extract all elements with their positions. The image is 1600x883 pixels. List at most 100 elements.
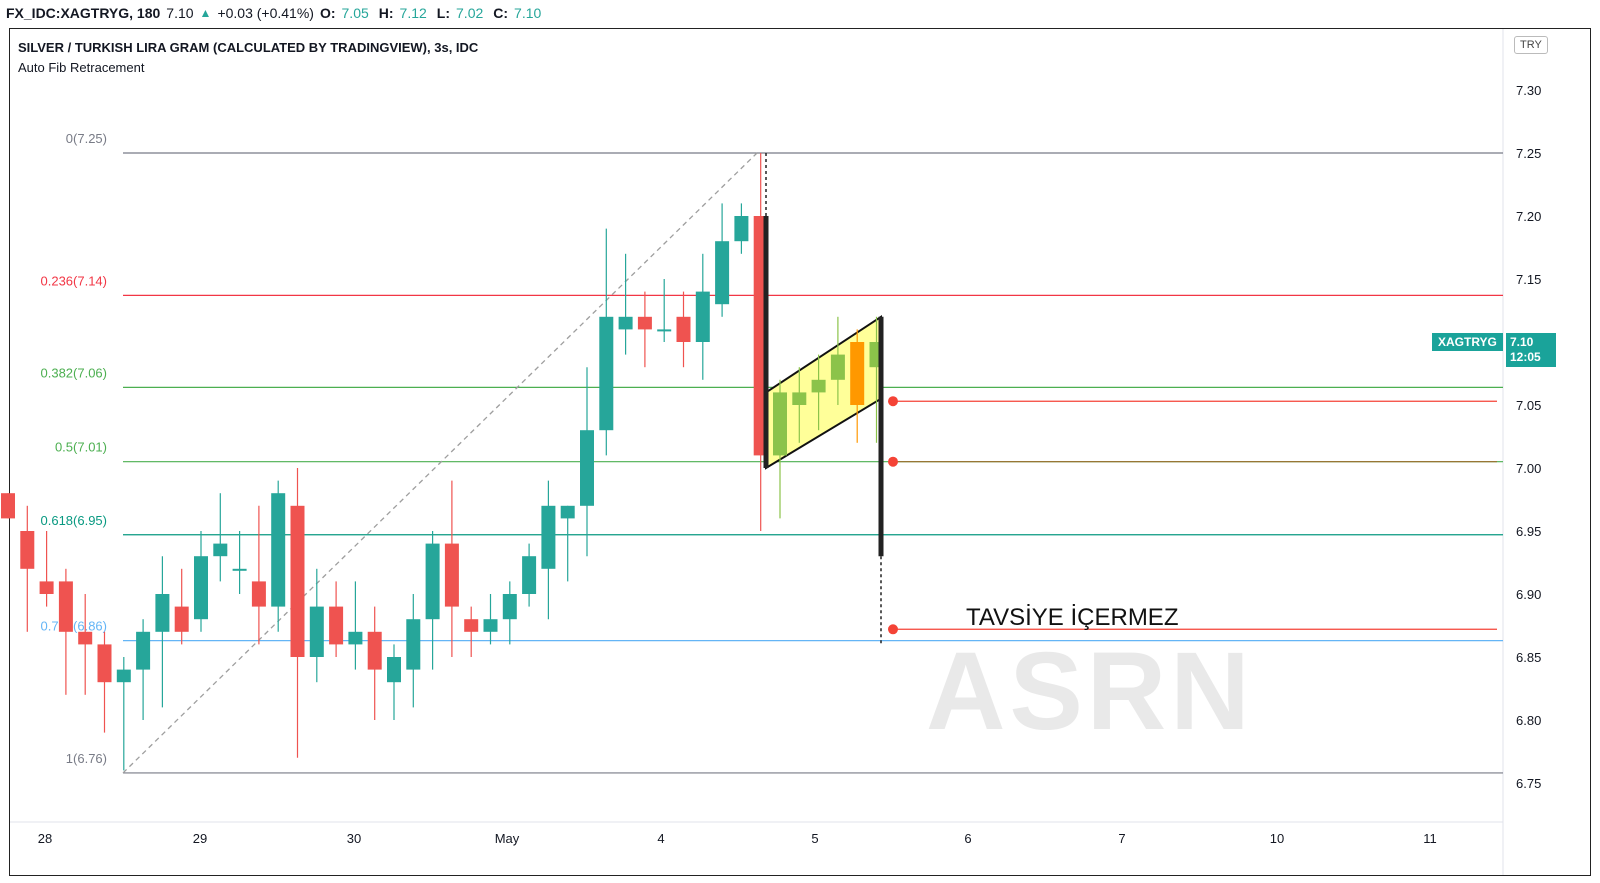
candle-body bbox=[773, 392, 787, 456]
candle-body bbox=[116, 669, 131, 683]
close-label: C: bbox=[493, 5, 509, 21]
watermark-text: ASRN bbox=[926, 630, 1254, 753]
y-tick-label: 7.30 bbox=[1516, 83, 1541, 98]
disclaimer-note: TAVSİYE İÇERMEZ bbox=[966, 604, 1179, 631]
candle-body bbox=[483, 619, 498, 632]
candle-body bbox=[58, 581, 73, 632]
fib-level-label: 0.5(7.01) bbox=[55, 440, 107, 455]
x-tick-label: 28 bbox=[38, 831, 52, 846]
fib-level-label: 0.786(6.86) bbox=[41, 619, 108, 634]
candle-body bbox=[560, 505, 575, 519]
last-price: 7.10 bbox=[166, 5, 194, 21]
x-tick-label: May bbox=[495, 831, 520, 846]
open-label: O: bbox=[319, 5, 336, 21]
current-price-value: 7.10 bbox=[1510, 335, 1534, 349]
fib-level-label: 0.236(7.14) bbox=[41, 273, 108, 288]
high-value: 7.12 bbox=[399, 5, 427, 21]
candle-body bbox=[329, 606, 344, 645]
y-tick-label: 6.90 bbox=[1516, 587, 1541, 602]
y-tick-label: 6.85 bbox=[1516, 650, 1541, 665]
candle-body bbox=[136, 631, 151, 670]
fib-level-label: 0.618(6.95) bbox=[41, 513, 108, 528]
x-tick-label: 29 bbox=[193, 831, 207, 846]
open-value: 7.05 bbox=[341, 5, 369, 21]
instrument-title: SILVER / TURKISH LIRA GRAM (CALCULATED B… bbox=[18, 40, 479, 55]
target-dot bbox=[888, 396, 898, 407]
candle-body bbox=[290, 505, 305, 657]
y-tick-label: 7.05 bbox=[1516, 398, 1541, 413]
low-label: L: bbox=[436, 5, 451, 21]
candle-body bbox=[792, 392, 807, 405]
candle-body bbox=[387, 657, 401, 683]
candle-body bbox=[174, 606, 189, 632]
x-tick-label: 10 bbox=[1270, 831, 1284, 846]
candle-body bbox=[464, 619, 479, 632]
y-tick-label: 7.25 bbox=[1516, 146, 1541, 161]
candle-body bbox=[20, 531, 35, 569]
up-arrow-icon: ▲ bbox=[199, 6, 212, 20]
candle-body bbox=[155, 594, 170, 632]
candle-body bbox=[618, 316, 633, 330]
candle-body bbox=[213, 543, 228, 557]
candle-body bbox=[676, 316, 691, 342]
candle-body bbox=[194, 556, 208, 620]
symbol-header: FX_IDC:XAGTRYG, 180 7.10 ▲ +0.03 (+0.41%… bbox=[6, 2, 545, 24]
candle-body bbox=[695, 291, 710, 342]
candle-body bbox=[580, 430, 594, 506]
fib-level-label: 1(6.76) bbox=[66, 751, 107, 766]
fib-level-label: 0.382(7.06) bbox=[41, 365, 108, 380]
y-tick-label: 7.00 bbox=[1516, 461, 1541, 476]
indicator-name[interactable]: Auto Fib Retracement bbox=[18, 60, 145, 75]
y-tick-label: 6.95 bbox=[1516, 524, 1541, 539]
target-dot bbox=[888, 624, 898, 635]
candle-body bbox=[502, 594, 517, 620]
high-label: H: bbox=[378, 5, 394, 21]
candle-body bbox=[850, 342, 865, 405]
x-tick-label: 7 bbox=[1118, 831, 1125, 846]
current-price-label: 7.10 12:05 bbox=[1506, 333, 1556, 367]
candle-body bbox=[271, 493, 286, 607]
bar-countdown: 12:05 bbox=[1510, 350, 1541, 364]
candle-body bbox=[78, 631, 93, 645]
low-value: 7.02 bbox=[456, 5, 484, 21]
candle-body bbox=[637, 316, 652, 330]
candle-body bbox=[348, 631, 363, 645]
x-tick-label: 4 bbox=[657, 831, 664, 846]
candle-body bbox=[444, 543, 459, 607]
price-change: +0.03 (+0.41%) bbox=[217, 5, 314, 21]
symbol-label: FX_IDC:XAGTRYG, 180 bbox=[6, 5, 161, 21]
candle-body bbox=[251, 581, 266, 607]
candle-body bbox=[39, 581, 54, 594]
y-tick-label: 6.75 bbox=[1516, 776, 1541, 791]
candle-body bbox=[406, 619, 421, 670]
candle-body bbox=[541, 505, 556, 569]
candle-body bbox=[830, 354, 845, 380]
currency-badge[interactable]: TRY bbox=[1514, 36, 1548, 54]
current-symbol-tag: XAGTRYG bbox=[1432, 333, 1503, 351]
candle-body bbox=[734, 216, 749, 242]
chart-legend: SILVER / TURKISH LIRA GRAM (CALCULATED B… bbox=[18, 38, 478, 78]
x-tick-label: 11 bbox=[1423, 831, 1437, 846]
y-tick-label: 6.80 bbox=[1516, 713, 1541, 728]
y-tick-label: 7.20 bbox=[1516, 209, 1541, 224]
candle-body bbox=[599, 316, 614, 431]
chart-frame[interactable] bbox=[9, 28, 1591, 876]
fib-trend-line bbox=[122, 152, 758, 774]
target-dot bbox=[888, 456, 898, 467]
x-tick-label: 6 bbox=[964, 831, 971, 846]
x-tick-label: 5 bbox=[811, 831, 818, 846]
candle-body bbox=[425, 543, 440, 620]
close-value: 7.10 bbox=[514, 5, 542, 21]
candle-body bbox=[522, 556, 537, 594]
candle-body bbox=[715, 241, 730, 305]
candle-body bbox=[1, 493, 15, 519]
fib-level-label: 0(7.25) bbox=[66, 131, 107, 146]
candle-body bbox=[811, 379, 826, 393]
candle-body bbox=[367, 631, 382, 670]
y-tick-label: 7.15 bbox=[1516, 272, 1541, 287]
candle-body bbox=[657, 329, 672, 332]
candle-body bbox=[309, 606, 324, 657]
x-tick-label: 30 bbox=[347, 831, 361, 846]
candle-body bbox=[97, 644, 112, 683]
